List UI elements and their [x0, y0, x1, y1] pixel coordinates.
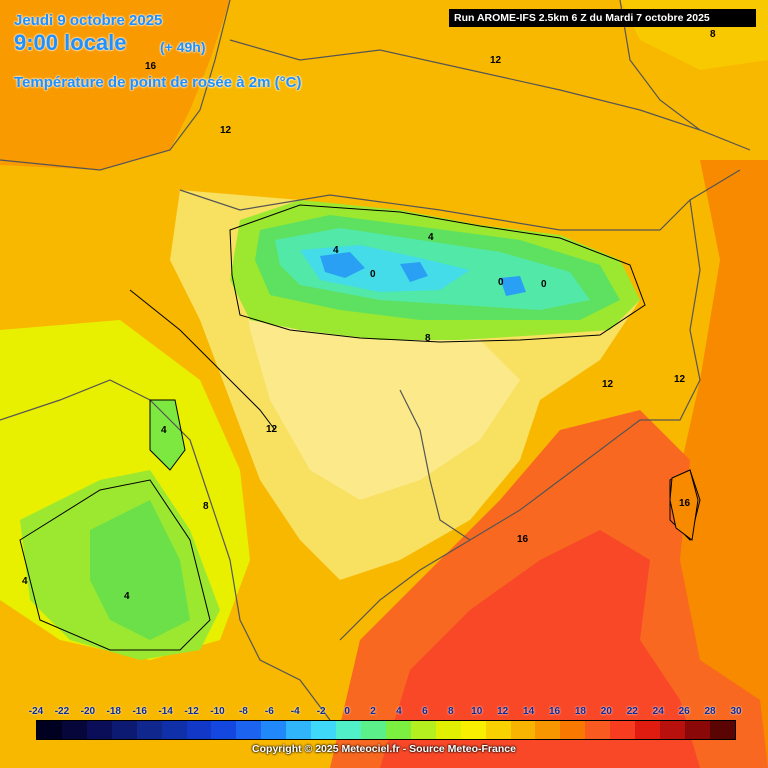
colorbar-swatch: [186, 721, 212, 739]
colorbar-tick-label: 0: [344, 706, 350, 717]
contour-label: 16: [517, 534, 529, 545]
colorbar-tick-label: -22: [54, 706, 70, 717]
contour-label: 12: [602, 379, 614, 390]
colorbar-tick-label: 14: [523, 706, 535, 717]
colorbar-swatch: [510, 721, 536, 739]
colorbar-tick-label: -16: [132, 706, 147, 717]
colorbar-swatch: [161, 721, 187, 739]
colorbar-tick-label: 8: [448, 706, 454, 717]
contour-label: 4: [124, 591, 130, 602]
colorbar-tick-label: 24: [652, 706, 664, 717]
contour-label: 4: [333, 245, 339, 256]
colorbar-tick-label: 10: [471, 706, 483, 717]
contour-label: 4: [161, 425, 167, 436]
contour-label: 8: [425, 333, 431, 344]
colorbar-tick-label: -2: [316, 706, 326, 717]
contour-label: 8: [203, 501, 209, 512]
colorbar-tick-label: 16: [548, 706, 561, 717]
colorbar-tick-label: -12: [184, 706, 199, 717]
colorbar-tick-label: 12: [497, 706, 509, 717]
colorbar-swatch: [360, 721, 386, 739]
contour-label: 0: [541, 279, 547, 290]
colorbar-swatch: [261, 721, 287, 739]
colorbar-tick-label: 18: [574, 706, 586, 717]
colorbar-swatch: [660, 721, 685, 739]
colorbar-swatch: [286, 721, 312, 739]
colorbar: [36, 720, 736, 740]
contour-label: 0: [370, 269, 376, 280]
colorbar-swatch: [485, 721, 511, 739]
contour-label: 16: [679, 498, 691, 509]
colorbar-swatch: [585, 721, 611, 739]
colorbar-tick-label: 30: [730, 706, 742, 717]
colorbar-swatch: [684, 721, 710, 739]
colorbar-tick-label: 20: [600, 706, 612, 717]
colorbar-swatch: [460, 721, 486, 739]
colorbar-tick-label: -8: [238, 706, 248, 717]
colorbar-swatch: [211, 721, 237, 739]
forecast-time: 9:00 locale: [14, 30, 127, 55]
colorbar-swatch: [635, 721, 661, 739]
colorbar-tick-label: 6: [422, 706, 428, 717]
colorbar-tick-label: 2: [370, 706, 376, 717]
model-run-banner: Run AROME-IFS 2.5km 6 Z du Mardi 7 octob…: [449, 9, 756, 27]
colorbar-tick-labels: -24 -22 -20 -18 -16 -14 -12 -10 -8 -6 -4 -2 0 2 4 6 8 10 1…: [29, 706, 742, 718]
colorbar-tick-label: -4: [290, 706, 300, 717]
forecast-lead-time: (+ 49h): [160, 39, 206, 55]
colorbar-swatch: [410, 721, 436, 739]
colorbar-swatch: [37, 721, 62, 739]
contour-label: 16: [145, 61, 157, 72]
contour-label: 12: [674, 374, 686, 385]
colorbar-tick-label: -20: [80, 706, 96, 717]
colorbar-swatch: [86, 721, 112, 739]
copyright-text: Copyright © 2025 Meteociel.fr - Source M…: [252, 743, 516, 755]
colorbar-tick-label: 26: [678, 706, 690, 717]
contour-label: 12: [490, 55, 502, 66]
colorbar-swatch: [535, 721, 561, 739]
forecast-date: Jeudi 9 octobre 2025: [14, 12, 163, 29]
contour-label: 4: [428, 232, 434, 243]
colorbar-tick-label: -14: [158, 706, 173, 717]
colorbar-swatch: [435, 721, 461, 739]
contour-label: 12: [220, 125, 232, 136]
colorbar-tick-label: 28: [704, 706, 716, 717]
colorbar-swatch: [61, 721, 87, 739]
colorbar-tick-label: -18: [106, 706, 121, 717]
colorbar-swatch: [336, 721, 361, 739]
contour-label: 8: [710, 29, 716, 40]
colorbar-tick-label: -10: [210, 706, 225, 717]
colorbar-swatch: [311, 721, 337, 739]
colorbar-tick-label: 4: [396, 706, 402, 717]
colorbar-tick-label: 22: [626, 706, 638, 717]
colorbar-swatch: [709, 721, 735, 739]
colorbar-swatch: [610, 721, 636, 739]
colorbar-swatch: [236, 721, 262, 739]
colorbar-tick-label: -6: [264, 706, 274, 717]
contour-label: 4: [22, 576, 28, 587]
colorbar-swatch: [136, 721, 162, 739]
colorbar-swatch: [111, 721, 137, 739]
colorbar-tick-label: -24: [28, 706, 44, 717]
contour-label: 12: [266, 424, 278, 435]
colorbar-swatch: [385, 721, 411, 739]
parameter-title: Température de point de rosée à 2m (°C): [14, 74, 302, 91]
contour-label: 0: [498, 277, 504, 288]
colorbar-swatch: [560, 721, 586, 739]
